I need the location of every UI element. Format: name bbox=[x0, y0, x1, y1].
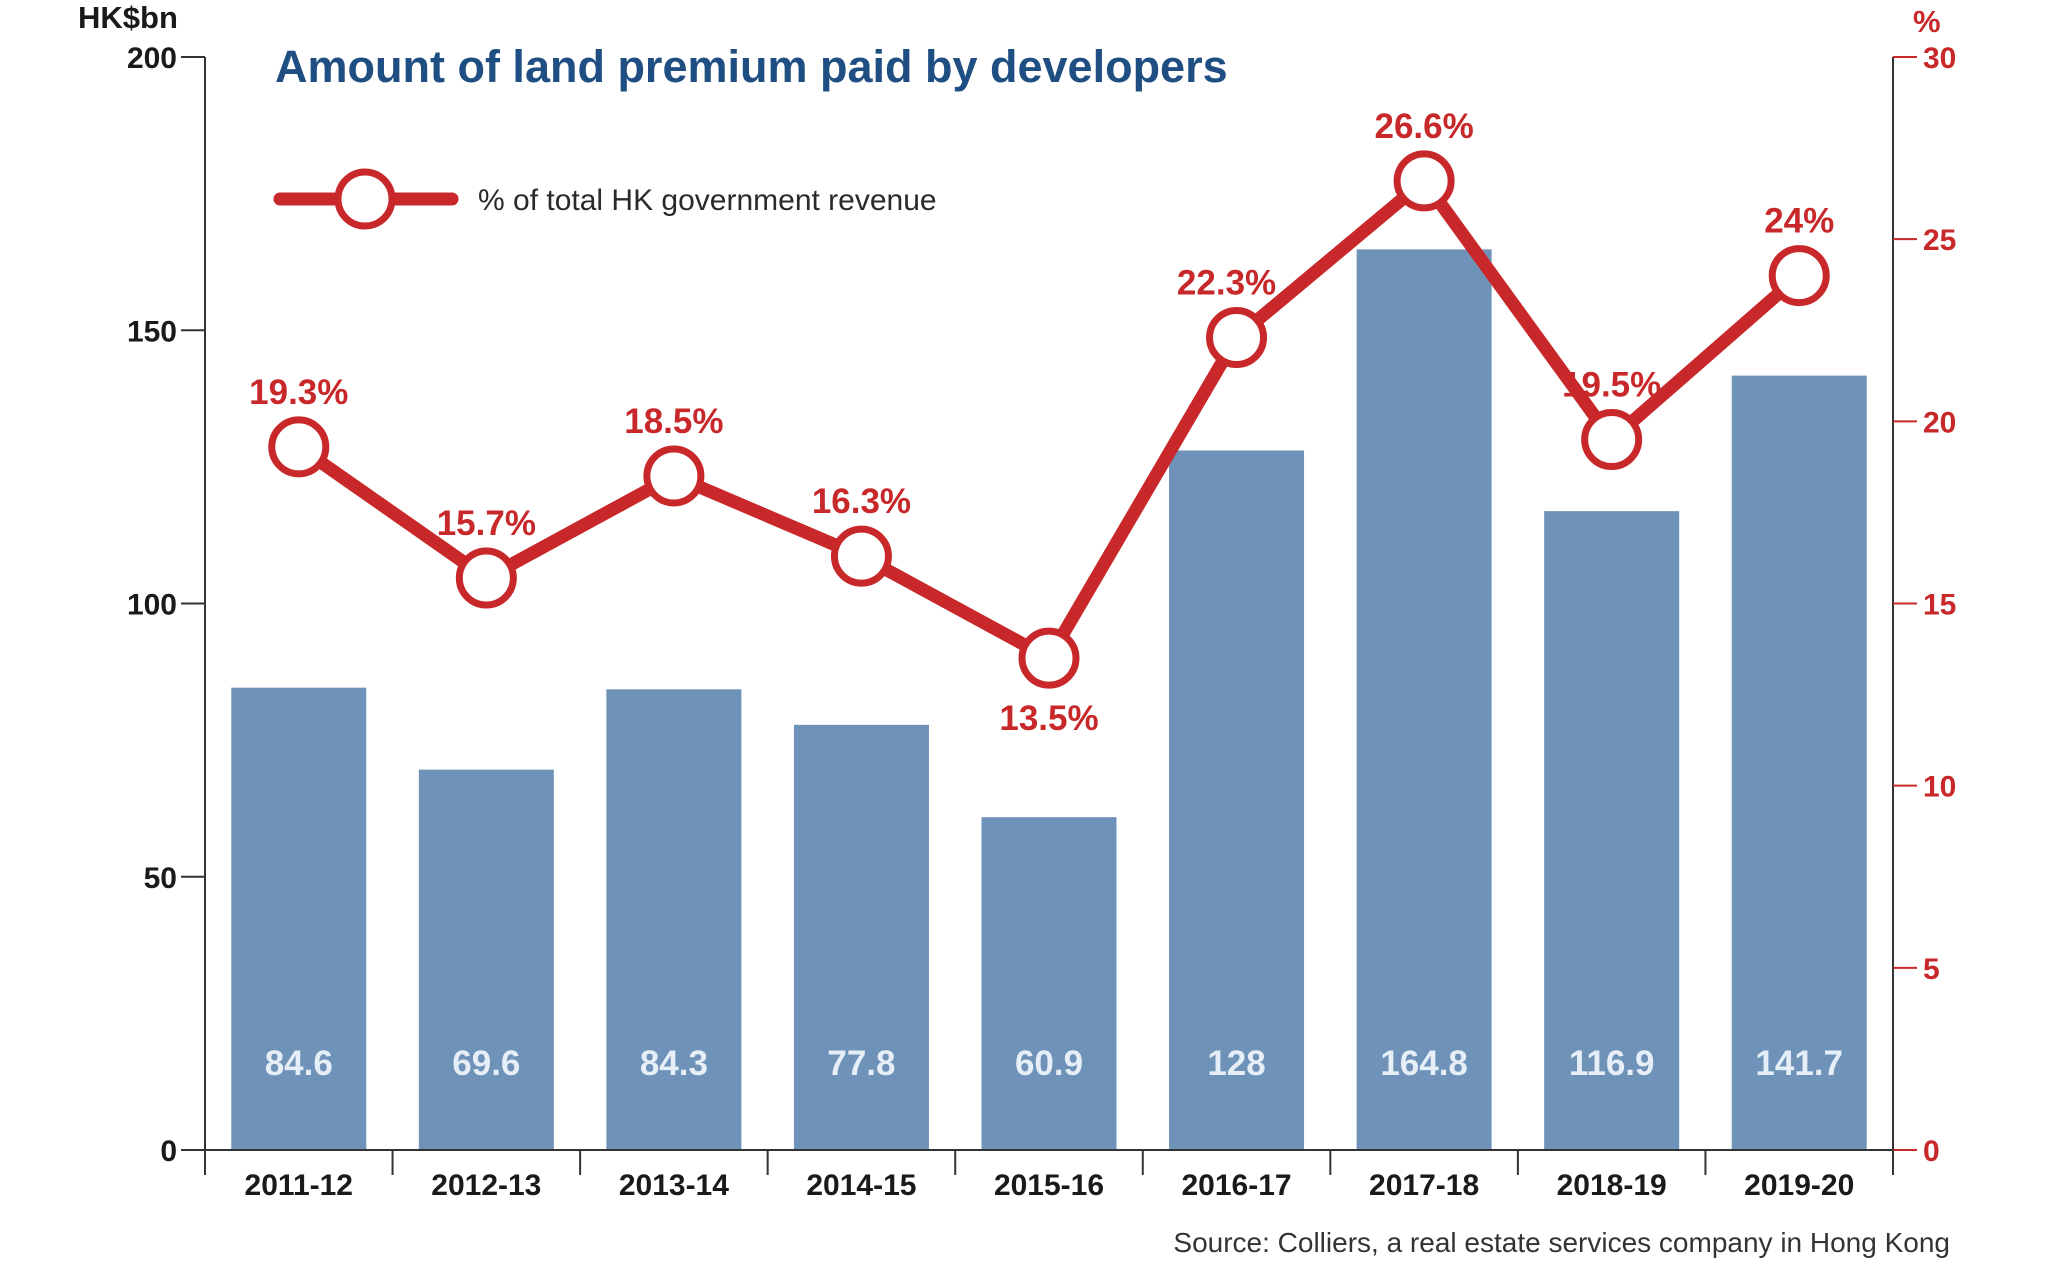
bar-value-label: 164.8 bbox=[1380, 1044, 1468, 1083]
bar-2018-19 bbox=[1544, 511, 1680, 1151]
category-label: 2013-14 bbox=[619, 1169, 729, 1202]
category-label: 2018-19 bbox=[1557, 1169, 1667, 1202]
left-tick-label: 200 bbox=[127, 42, 177, 75]
category-label: 2012-13 bbox=[431, 1169, 541, 1202]
category-label: 2015-16 bbox=[994, 1169, 1104, 1202]
bar-2016-17 bbox=[1169, 450, 1305, 1151]
bar-value-label: 69.6 bbox=[452, 1044, 520, 1083]
right-tick-label: 25 bbox=[1923, 224, 1956, 257]
bar-2011-12 bbox=[231, 687, 367, 1150]
revenue-share-point bbox=[1581, 409, 1643, 471]
revenue-share-label: 24% bbox=[1764, 202, 1834, 241]
bar-value-label: 60.9 bbox=[1015, 1044, 1083, 1083]
category-label: 2019-20 bbox=[1744, 1169, 1854, 1202]
revenue-share-label: 19.3% bbox=[249, 373, 348, 412]
revenue-share-label: 26.6% bbox=[1374, 107, 1473, 146]
legend-label: % of total HK government revenue bbox=[478, 184, 937, 217]
bar-2015-16 bbox=[981, 817, 1117, 1150]
bar-2014-15 bbox=[793, 724, 929, 1150]
revenue-share-point bbox=[455, 547, 517, 609]
legend: % of total HK government revenue bbox=[273, 168, 937, 230]
bar-value-label: 84.3 bbox=[640, 1044, 708, 1083]
left-axis-unit: HK$bn bbox=[78, 0, 178, 35]
bar-value-label: 77.8 bbox=[827, 1044, 895, 1083]
revenue-share-label: 22.3% bbox=[1177, 264, 1276, 303]
line-layer bbox=[268, 150, 1830, 689]
bar-2012-13 bbox=[418, 769, 554, 1150]
bar-value-label: 84.6 bbox=[265, 1044, 333, 1083]
labels-layer: 84.6 69.6 84.3 77.8 60.9 128 164.8 116.9 141.7 19… bbox=[249, 107, 1843, 1083]
bar-value-label: 116.9 bbox=[1569, 1044, 1655, 1083]
left-tick-label: 100 bbox=[127, 589, 177, 622]
left-tick-label: 0 bbox=[160, 1135, 177, 1168]
right-tick-label: 20 bbox=[1923, 406, 1956, 439]
bar-value-label: 128 bbox=[1207, 1044, 1265, 1083]
legend-marker-icon bbox=[334, 168, 396, 230]
right-tick-label: 30 bbox=[1923, 42, 1956, 75]
bar-value-label: 141.7 bbox=[1755, 1044, 1843, 1083]
bar-2017-18 bbox=[1356, 249, 1492, 1151]
revenue-share-label: 13.5% bbox=[999, 699, 1098, 738]
revenue-share-label: 19.5% bbox=[1562, 366, 1661, 405]
source-note: Source: Colliers, a real estate services… bbox=[1173, 1227, 1950, 1258]
revenue-share-point bbox=[830, 525, 892, 587]
right-axis-unit: % bbox=[1913, 4, 1941, 39]
left-tick-label: 50 bbox=[144, 862, 177, 895]
bar-2019-20 bbox=[1731, 375, 1867, 1150]
bar-2013-14 bbox=[606, 689, 742, 1150]
category-label: 2011-12 bbox=[245, 1169, 353, 1202]
category-label: 2017-18 bbox=[1369, 1169, 1479, 1202]
left-tick-label: 150 bbox=[127, 315, 177, 348]
revenue-share-point bbox=[1018, 627, 1080, 689]
revenue-share-label: 16.3% bbox=[812, 482, 911, 521]
category-label: 2014-15 bbox=[806, 1169, 916, 1202]
revenue-share-label: 15.7% bbox=[437, 504, 536, 543]
chart-title: Amount of land premium paid by developer… bbox=[275, 41, 1228, 92]
category-label: 2016-17 bbox=[1182, 1169, 1292, 1202]
bars-layer bbox=[231, 249, 1867, 1151]
right-tick-label: 15 bbox=[1923, 589, 1956, 622]
right-tick-label: 0 bbox=[1923, 1135, 1940, 1168]
revenue-share-point bbox=[643, 445, 705, 507]
revenue-share-point bbox=[1206, 307, 1268, 369]
right-tick-label: 10 bbox=[1923, 771, 1956, 804]
revenue-share-point bbox=[268, 416, 330, 478]
revenue-share-point bbox=[1768, 245, 1830, 307]
right-tick-label: 5 bbox=[1923, 953, 1940, 986]
revenue-share-label: 18.5% bbox=[624, 402, 723, 441]
ticks-layer: 0 50 100 150 200 0 5 10 15 20 25 30 2011-12 2012-13 20… bbox=[127, 42, 1956, 1202]
revenue-share-point bbox=[1393, 150, 1455, 212]
